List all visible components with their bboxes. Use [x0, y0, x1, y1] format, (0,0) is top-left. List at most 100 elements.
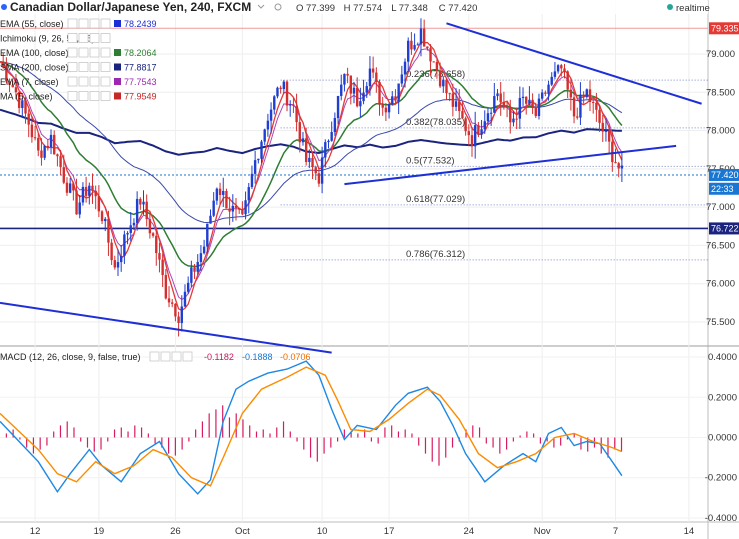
candle-body — [276, 87, 279, 97]
settings-circle-icon[interactable] — [274, 3, 282, 11]
candle-body — [164, 275, 168, 299]
candle-body — [445, 79, 448, 94]
indicator-control-icon[interactable] — [100, 33, 111, 43]
candle-body — [126, 232, 129, 235]
indicator-control-icon[interactable] — [100, 76, 111, 87]
candle-body — [591, 101, 595, 103]
settings-chevron-icon[interactable] — [257, 4, 265, 9]
time-tick-label: 10 — [317, 526, 328, 537]
indicator-control-icon[interactable] — [78, 76, 89, 87]
candle-body — [292, 104, 295, 106]
indicator-legend: EMA (55, close) 78.2439 Ichimoku (9, 26, 5… — [0, 18, 157, 102]
candle-body — [129, 225, 132, 233]
indicator-control-icon[interactable] — [89, 33, 100, 43]
indicator-control-icon[interactable] — [67, 91, 78, 101]
candle-body — [155, 235, 158, 254]
candle-body — [518, 98, 522, 119]
candle-body — [324, 142, 327, 158]
candle-body — [215, 188, 219, 201]
candle-body — [273, 96, 276, 110]
candle-body — [250, 173, 254, 188]
indicator-label: EMA (55, close) — [0, 19, 64, 29]
candle-body — [301, 138, 305, 143]
indicator-control-icon[interactable] — [67, 18, 78, 29]
candle-body — [432, 61, 435, 63]
indicator-control-icon[interactable] — [67, 76, 78, 87]
indicator-label: SMA (200, close) — [0, 63, 69, 73]
indicator-control-icon[interactable] — [100, 91, 111, 101]
indicator-control-icon[interactable] — [67, 62, 78, 72]
header: Canadian Dollar/Japanese Yen, 240, FXCM O… — [0, 0, 710, 14]
candle-body — [308, 157, 311, 163]
candle-body — [174, 303, 177, 317]
time-tick-label: 19 — [94, 526, 105, 537]
candle-body — [534, 107, 537, 117]
indicator-row[interactable]: EMA (55, close) 78.2439 — [0, 18, 157, 29]
candle-body — [387, 104, 391, 113]
indicator-row[interactable]: SMA (200, close) 77.8817 — [0, 62, 157, 73]
candle-body — [218, 188, 222, 195]
indicator-control-icon[interactable] — [89, 18, 100, 29]
indicator-control-icon[interactable] — [78, 18, 89, 29]
macd-control-icon[interactable] — [160, 351, 171, 362]
candle-body — [585, 89, 589, 97]
candle-body — [317, 173, 321, 184]
indicator-label: EMA (7, close) — [0, 77, 59, 87]
indicator-label: MA (5, close) — [0, 92, 53, 102]
candle-body — [493, 96, 496, 113]
candle-body — [566, 71, 569, 90]
indicator-control-icon[interactable] — [78, 33, 89, 43]
candle-body — [100, 211, 104, 222]
candle-body — [88, 185, 91, 196]
candle-body — [295, 105, 298, 123]
candle-body — [438, 70, 442, 87]
indicator-control-icon[interactable] — [100, 18, 111, 29]
candle-body — [260, 141, 263, 159]
candle-body — [94, 190, 97, 197]
indicator-control-icon[interactable] — [89, 91, 100, 101]
price-tag: 76.722 — [709, 222, 739, 235]
indicator-control-icon[interactable] — [100, 62, 111, 72]
candle-body — [68, 183, 72, 193]
price-tick-label: 76.500 — [706, 240, 735, 251]
indicator-row[interactable]: MA (5, close) 77.9549 — [0, 91, 157, 102]
macd-tick-label: -0.4000 — [705, 513, 737, 524]
trendline — [0, 301, 332, 354]
indicator-control-icon[interactable] — [89, 47, 100, 58]
candle-body — [349, 75, 353, 94]
indicator-control-icon[interactable] — [89, 76, 100, 87]
price-tag: 79.335 — [709, 22, 739, 35]
candle-body — [394, 96, 397, 101]
candle-body — [489, 112, 493, 114]
indicator-control-icon[interactable] — [78, 91, 89, 101]
candle-body — [257, 158, 260, 161]
macd-legend: MACD (12, 26, close, 9, false, true) -0.1… — [0, 351, 311, 362]
macd-tick-label: 0.4000 — [708, 352, 737, 363]
indicator-row[interactable]: EMA (100, close) 78.2064 — [0, 47, 157, 58]
indicator-control-icon[interactable] — [67, 33, 78, 43]
candles — [1, 18, 624, 337]
macd-control-icon[interactable] — [171, 351, 182, 362]
indicator-row[interactable]: EMA (7, close) 77.7543 — [0, 76, 157, 87]
macd-control-icon[interactable] — [182, 351, 193, 362]
candle-body — [49, 134, 53, 148]
candle-body — [244, 200, 247, 215]
candle-body — [352, 87, 356, 94]
candle-body — [553, 71, 557, 77]
candle-body — [81, 186, 85, 203]
indicator-control-icon[interactable] — [89, 62, 100, 72]
indicator-control-icon[interactable] — [67, 47, 78, 58]
indicator-control-icon[interactable] — [78, 62, 89, 72]
indicator-control-icon[interactable] — [78, 47, 89, 58]
candle-body — [509, 107, 512, 123]
time-axis: 12 19 26 Oct 10 17 24 Nov 7 14 — [30, 526, 694, 537]
candle-body — [279, 87, 282, 90]
macd-control-icon[interactable] — [149, 351, 160, 362]
candle-body — [285, 81, 289, 106]
price-tick-label: 78.500 — [706, 87, 735, 98]
candle-body — [422, 28, 426, 47]
indicator-row[interactable]: Ichimoku (9, 26, 52, 26) — [0, 33, 111, 44]
fib-label: 0.618(77.029) — [406, 194, 465, 205]
candle-body — [228, 208, 231, 212]
indicator-control-icon[interactable] — [100, 47, 111, 58]
